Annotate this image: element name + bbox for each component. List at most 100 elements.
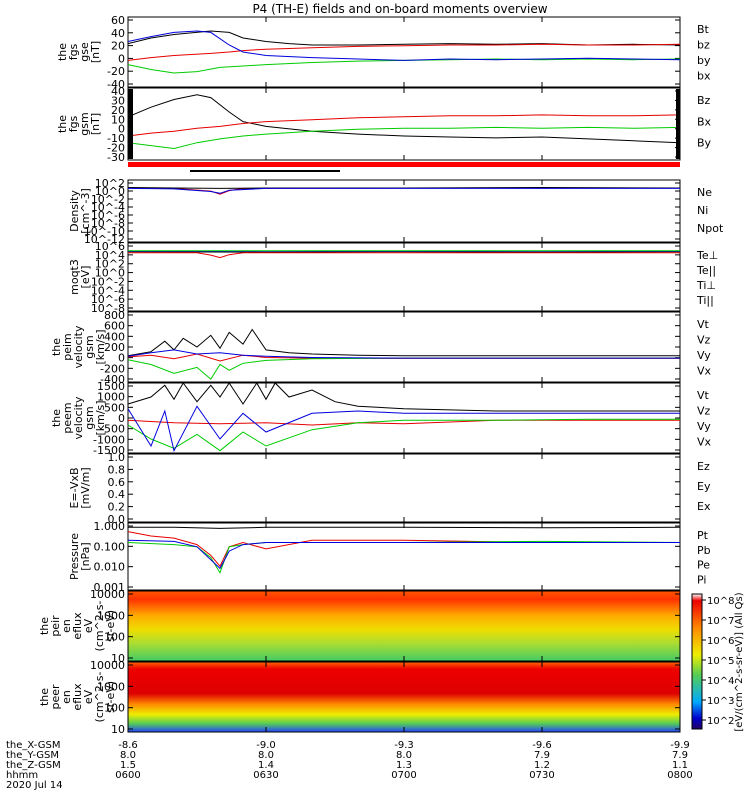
y-axis-label-line: [km/s]: [94, 329, 107, 364]
y-axis-label-line: gse: [78, 42, 91, 62]
ytick-label: 10^2: [95, 177, 125, 190]
x-tick-value: -9.0: [256, 740, 276, 751]
legend-Ex: Ex: [697, 500, 711, 513]
y-axis-label-line: sr-eV): [104, 610, 117, 642]
ytick-label: 1.000: [94, 520, 126, 533]
y-axis-label-line: fgs: [67, 115, 80, 132]
ytick-label: 800: [104, 309, 125, 322]
legend-Vz: Vz: [697, 334, 711, 347]
colorbar-tick-label: 10^7: [707, 616, 734, 627]
legend-by: by: [697, 54, 711, 67]
y-axis-label-line: (cm^2-s-: [93, 601, 106, 652]
ytick-label: 0: [118, 412, 125, 425]
y-axis-label-line: [nT]: [89, 113, 102, 135]
ytick-label: -10: [107, 132, 125, 145]
ytick-label: 1500: [97, 380, 125, 393]
y-axis-label-line: moqt3: [68, 259, 81, 295]
y-axis-label-line: the: [50, 338, 63, 356]
y-axis-label-line: sr-eV): [104, 681, 117, 713]
ytick-label: 10^4: [95, 249, 125, 262]
ytick-label: 10000: [90, 588, 125, 601]
x-tick-value: 1.2: [534, 760, 550, 771]
ytick-label: -500: [100, 423, 125, 436]
ytick-label: -40: [107, 78, 125, 91]
ytick-label: 10: [111, 652, 125, 665]
legend-Ti⊥: Ti⊥: [696, 279, 716, 292]
figure-title: P4 (TH-E) fields and on-board moments ov…: [252, 2, 547, 16]
ytick-label: 10^6: [95, 240, 125, 253]
legend-Bz: Bz: [697, 94, 711, 107]
y-axis-label-line: gsm: [78, 112, 91, 135]
x-tick-value: 1.3: [396, 760, 412, 771]
series-Bz: [127, 114, 681, 137]
y-axis-label-line: eflux: [71, 683, 84, 711]
ytick-label: 0.001: [94, 581, 126, 594]
ytick-label: 10^0: [95, 267, 125, 280]
ytick-label: -400: [100, 373, 125, 386]
y-axis-label: Density[cm^-3]: [68, 188, 92, 234]
ytick-label: 1.0: [108, 451, 126, 464]
legend-bx: bx: [697, 70, 711, 83]
legend-Pe: Pe: [697, 559, 710, 572]
ytick-label: 10^0: [95, 185, 125, 198]
legend-By: By: [697, 137, 712, 150]
panel-4: 10^610^410^210^010^-210^-410^-610^-8 moqt…: [68, 240, 718, 315]
colorbar-tick-label: 10^3: [707, 696, 734, 707]
y-axis-label-line: [eV]: [79, 266, 92, 289]
ytick-label: 1000: [97, 609, 125, 622]
y-axis-label-line: [nPa]: [79, 542, 92, 570]
x-tick-value: 8.0: [396, 750, 412, 761]
ytick-label: -30: [107, 151, 125, 164]
x-tick-value: 1.1: [672, 760, 688, 771]
y-axis-label-line: E=-VxB: [68, 467, 81, 508]
panel-8: 1.0000.1000.0100.001Pressure[nPa]PtPbPeP…: [68, 520, 711, 594]
ytick-label: 0.4: [108, 488, 126, 501]
x-tick-value: 0730: [529, 770, 554, 781]
legend-bz: bz: [697, 39, 710, 52]
ytick-label: 0.0: [108, 513, 126, 526]
colorbar-label-text: [eV/(cm^2-s-sr-eV)] (All Qs): [734, 592, 745, 731]
x-row-label: the_Z-GSM: [6, 760, 61, 771]
ytick-label: 0: [118, 352, 125, 365]
series-Vx: [127, 405, 680, 453]
ytick-label: 200: [104, 341, 125, 354]
legend-Vy: Vy: [697, 349, 711, 362]
colorbar-tick-label: 10^2: [707, 716, 734, 727]
x-row-label: 2020 Jul 14: [6, 780, 63, 791]
legend-Ne: Ne: [697, 186, 712, 199]
series-Pi: [127, 539, 680, 570]
ytick-label: 0.8: [108, 463, 126, 476]
x-tick-value: 0600: [115, 770, 140, 781]
y-axis-label-line: gsm: [83, 335, 96, 358]
y-axis-label-line: peim: [61, 333, 74, 361]
series-By: [127, 126, 681, 150]
ytick-label: 10^-4: [91, 201, 125, 214]
ytick-label: 600: [104, 320, 125, 333]
x-tick-value: 8.0: [120, 750, 136, 761]
y-axis-label-line: en: [60, 619, 73, 633]
series-bz: [127, 43, 681, 61]
y-axis-label-line: eV: [82, 689, 95, 704]
ytick-label: 0.010: [94, 561, 126, 574]
legend-Ni: Ni: [697, 204, 708, 217]
ytick-label: 0.100: [94, 540, 126, 553]
y-axis-label: Pressure[nPa]: [68, 533, 92, 580]
y-axis-label: moqt3[eV]: [68, 259, 92, 295]
ytick-label: 10: [111, 723, 125, 736]
ytick-label: -1500: [93, 444, 125, 457]
ytick-label: 30: [111, 94, 125, 107]
y-axis-label-line: eV: [82, 618, 95, 633]
colorbar-label: [eV/(cm^2-s-sr-eV)] (All Qs): [734, 592, 745, 731]
x-tick-value: -9.3: [394, 740, 414, 751]
series-Vz: [127, 419, 680, 426]
legend-Ey: Ey: [697, 480, 711, 493]
ytick-label: -20: [107, 142, 125, 155]
panel-2-right-edge-bar: [676, 89, 680, 159]
legend-Vt: Vt: [697, 389, 710, 402]
x-tick-value: 0800: [667, 770, 692, 781]
